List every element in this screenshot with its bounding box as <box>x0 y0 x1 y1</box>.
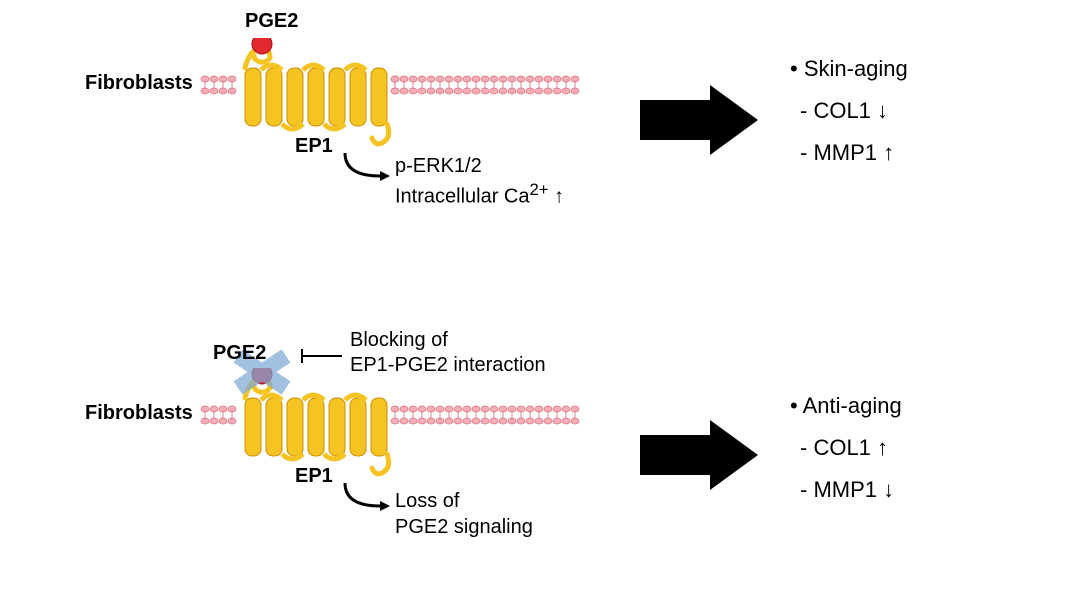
outcome-item2-2: - MMP1 ↓ <box>800 469 902 511</box>
signal-text-2: Loss of PGE2 signaling <box>395 488 533 540</box>
outcome-item1-1: - COL1 ↓ <box>800 90 908 132</box>
ep1-label-1: EP1 <box>295 135 333 158</box>
signal-line2-1: Intracellular Ca2+ ↑ <box>395 179 564 210</box>
membrane-right-2 <box>390 405 580 421</box>
curve-arrow-1 <box>340 148 400 193</box>
membrane-right-1 <box>390 75 580 91</box>
outcome-2: • Anti-aging - COL1 ↑ - MMP1 ↓ <box>790 385 902 510</box>
signal-line1-2: Loss of <box>395 488 533 514</box>
outcome-1: • Skin-aging - COL1 ↓ - MMP1 ↑ <box>790 48 908 173</box>
panel-anti-aging: Fibroblasts <box>0 310 1076 590</box>
big-arrow-1 <box>640 80 760 165</box>
outcome-item1-2: - COL1 ↑ <box>800 427 902 469</box>
fibroblasts-label-1: Fibroblasts <box>85 72 193 95</box>
pge2-label-2: PGE2 <box>213 342 266 365</box>
membrane-left-1 <box>200 75 242 91</box>
signal-text-1: p-ERK1/2 Intracellular Ca2+ ↑ <box>395 153 564 210</box>
inhibit-line-icon <box>297 346 347 371</box>
block-text-2: Blocking of EP1-PGE2 interaction <box>350 328 546 378</box>
block-line2: EP1-PGE2 interaction <box>350 353 546 378</box>
outcome-title-2: Anti-aging <box>803 393 902 418</box>
fibroblasts-label-2: Fibroblasts <box>85 402 193 425</box>
ep1-label-2: EP1 <box>295 465 333 488</box>
signal-line2-2: PGE2 signaling <box>395 514 533 540</box>
outcome-item2-1: - MMP1 ↑ <box>800 132 908 174</box>
panel-skin-aging: Fibroblasts <box>0 0 1076 260</box>
signal-line1-1: p-ERK1/2 <box>395 153 564 179</box>
pge2-label-1: PGE2 <box>245 10 298 33</box>
block-line1: Blocking of <box>350 328 546 353</box>
outcome-title-1: Skin-aging <box>804 56 908 81</box>
membrane-left-2 <box>200 405 242 421</box>
curve-arrow-2 <box>340 478 400 523</box>
big-arrow-2 <box>640 415 760 500</box>
